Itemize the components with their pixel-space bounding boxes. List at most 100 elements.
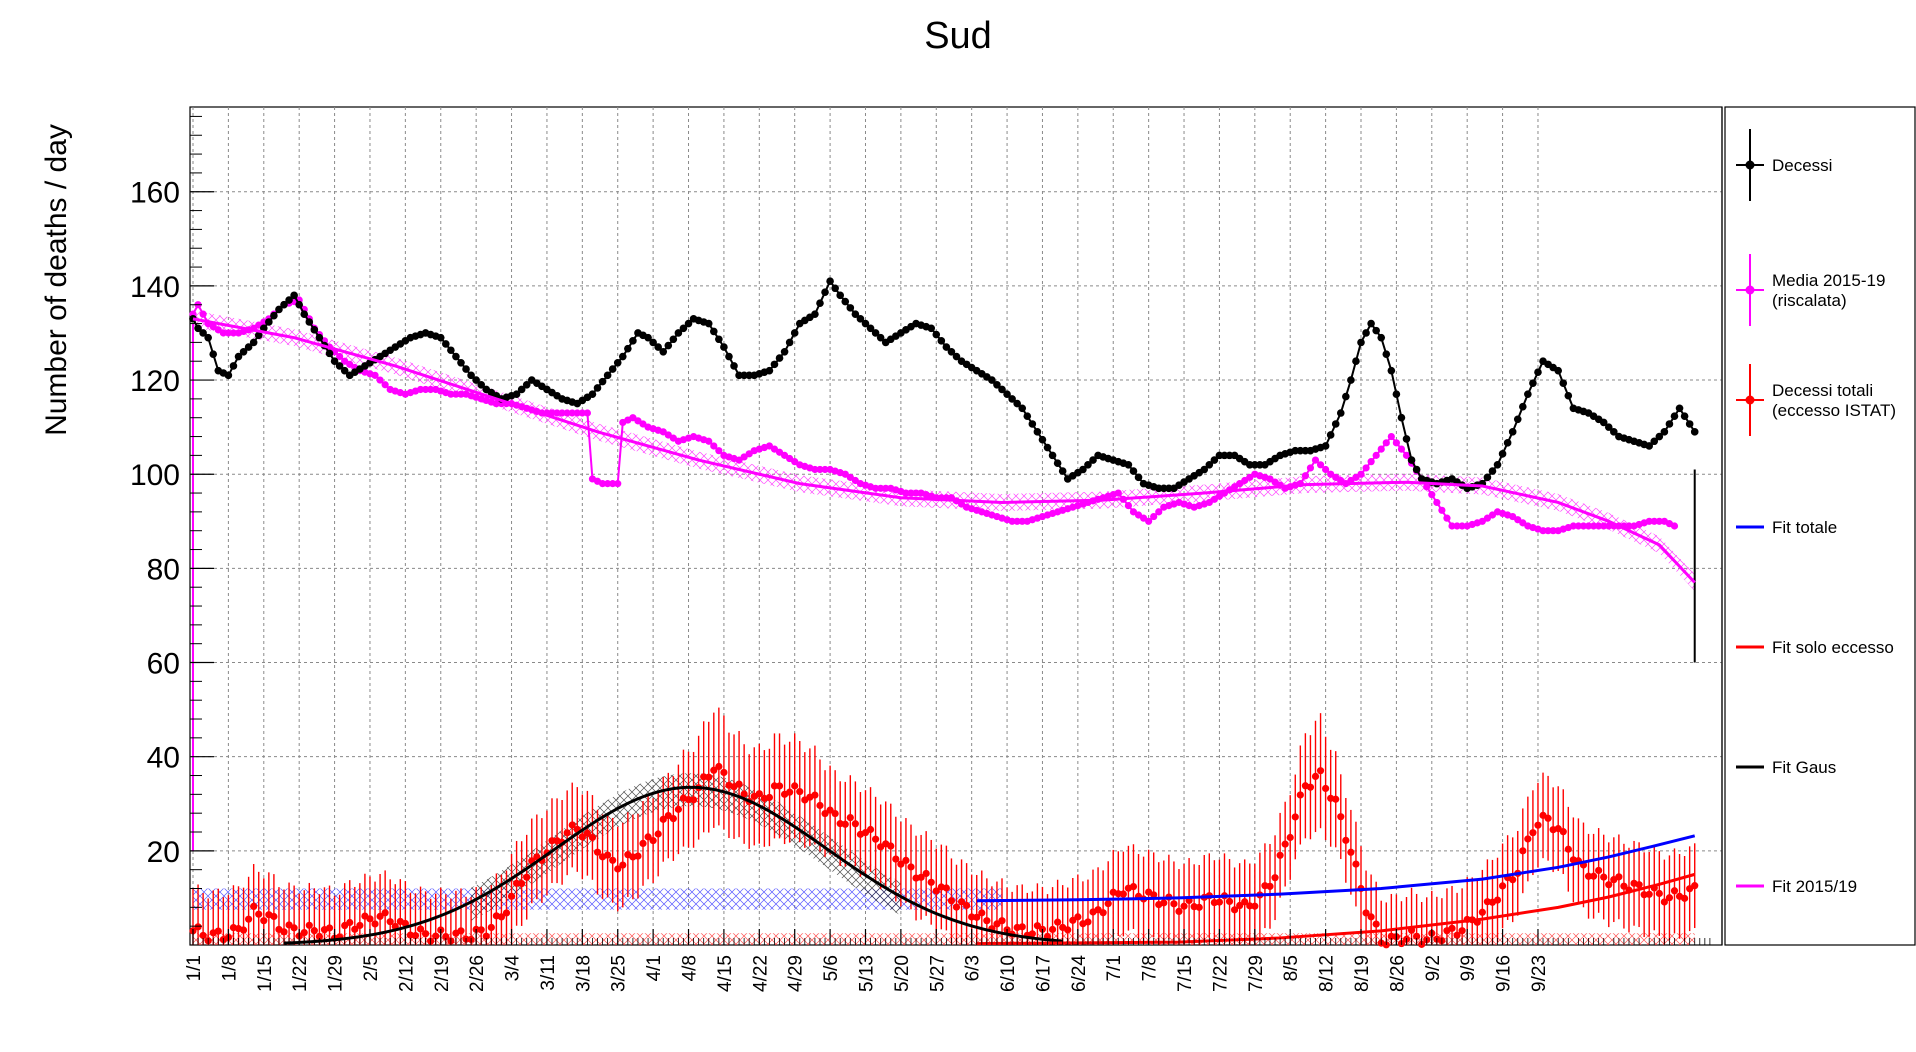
excess-point xyxy=(811,791,819,799)
legend-marker xyxy=(1745,395,1755,405)
x-tick-label: 2/5 xyxy=(361,955,382,981)
decessi-point xyxy=(1675,404,1684,413)
media-point xyxy=(1600,522,1608,530)
decessi-point xyxy=(239,348,248,356)
media-point xyxy=(568,409,576,417)
decessi-point xyxy=(1604,423,1613,431)
excess-point xyxy=(401,919,409,928)
decessi-point xyxy=(467,371,475,380)
y-tick-label: 120 xyxy=(130,365,180,398)
legend-label: Decessi totali xyxy=(1772,381,1873,400)
excess-point xyxy=(477,926,485,934)
excess-point xyxy=(907,863,915,871)
x-tick-label: 5/20 xyxy=(892,955,913,992)
decessi-point xyxy=(209,350,218,358)
decessi-point xyxy=(1028,420,1037,428)
decessi-point xyxy=(522,380,531,389)
x-tick-label: 7/29 xyxy=(1246,955,1267,992)
excess-point xyxy=(826,806,834,814)
media-point xyxy=(821,465,829,474)
decessi-point xyxy=(937,337,946,345)
media-point xyxy=(1124,501,1133,510)
decessi-point xyxy=(649,338,657,347)
decessi-point xyxy=(629,337,637,345)
excess-point xyxy=(1453,931,1461,939)
excess-point xyxy=(1605,881,1613,889)
excess-point xyxy=(457,927,465,935)
excess-point xyxy=(1670,887,1679,895)
media-point xyxy=(877,484,885,492)
excess-point xyxy=(518,879,526,888)
media-point xyxy=(416,385,425,394)
chart-title: Sud xyxy=(924,15,992,57)
excess-point xyxy=(715,762,723,771)
decessi-point xyxy=(1129,467,1138,475)
excess-point xyxy=(1048,925,1057,934)
excess-point xyxy=(411,932,420,940)
excess-point xyxy=(280,928,288,936)
excess-point xyxy=(614,865,622,873)
excess-point xyxy=(1458,927,1466,935)
excess-point xyxy=(1660,898,1668,906)
decessi-point xyxy=(1655,432,1664,441)
excess-point xyxy=(669,814,677,823)
decessi-point xyxy=(664,341,673,350)
decessi-point xyxy=(477,380,486,389)
decessi-point xyxy=(618,352,627,361)
decessi-point xyxy=(588,390,597,398)
x-tick-label: 9/2 xyxy=(1423,955,1444,981)
x-tick-label: 9/16 xyxy=(1494,955,1515,992)
decessi-point xyxy=(603,371,612,380)
decessi-point xyxy=(1387,366,1396,375)
decessi-point xyxy=(947,348,956,356)
media-point xyxy=(1574,522,1583,530)
excess-point xyxy=(310,927,318,935)
excess-point xyxy=(1170,900,1178,908)
excess-point xyxy=(432,932,440,940)
excess-point xyxy=(1180,902,1188,910)
excess-point xyxy=(942,884,950,892)
decessi-point xyxy=(1508,428,1517,436)
decessi-point xyxy=(1053,459,1062,468)
x-tick-label: 1/8 xyxy=(219,955,240,981)
media-point xyxy=(1438,506,1446,514)
excess-point xyxy=(351,925,359,933)
decessi-point xyxy=(993,380,1001,389)
excess-point xyxy=(1271,874,1279,882)
decessi-point xyxy=(1645,442,1654,450)
media-point xyxy=(912,489,920,497)
media-point xyxy=(376,376,384,384)
decessi-point xyxy=(335,362,344,370)
excess-point xyxy=(1084,918,1092,926)
decessi-point xyxy=(1559,379,1568,387)
excess-point xyxy=(250,902,258,910)
x-tick-label: 9/9 xyxy=(1458,955,1479,981)
excess-point xyxy=(1195,903,1203,911)
excess-point xyxy=(1225,897,1234,906)
excess-point xyxy=(775,782,784,790)
media-point xyxy=(902,489,910,497)
excess-point xyxy=(998,917,1006,925)
decessi-point xyxy=(295,300,303,309)
excess-point xyxy=(1296,791,1304,799)
decessi-point xyxy=(1529,379,1537,387)
excess-point xyxy=(604,851,612,859)
excess-point xyxy=(1691,882,1699,890)
decessi-point xyxy=(1503,439,1512,447)
decessi-point xyxy=(472,376,480,384)
decessi-point xyxy=(1402,435,1411,443)
excess-point xyxy=(1266,882,1274,890)
excess-point xyxy=(1665,894,1674,902)
x-tick-label: 3/4 xyxy=(503,955,524,982)
excess-point xyxy=(1655,889,1663,898)
decessi-point xyxy=(1412,465,1421,474)
excess-point xyxy=(1306,783,1315,791)
excess-point xyxy=(548,837,556,845)
excess-point xyxy=(482,932,490,940)
y-tick-label: 100 xyxy=(130,459,180,492)
excess-point xyxy=(917,873,925,881)
excess-point xyxy=(1018,923,1026,931)
media-point xyxy=(1357,470,1365,478)
excess-point xyxy=(634,852,642,860)
decessi-point xyxy=(512,390,521,398)
